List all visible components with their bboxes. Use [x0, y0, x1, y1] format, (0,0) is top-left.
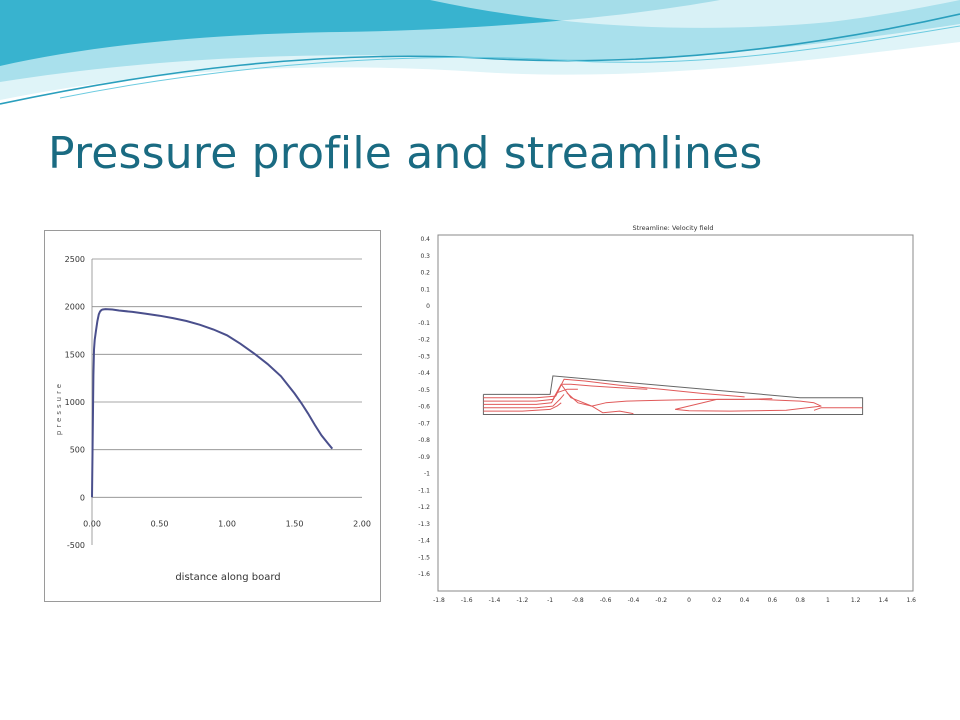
- wave-curve-line: [0, 13, 960, 105]
- y-tick-label: -0.5: [418, 387, 430, 394]
- wave-curve-line-2: [59, 25, 960, 99]
- slide-title: Pressure profile and streamlines: [48, 128, 763, 179]
- x-tick-label: 0.2: [712, 597, 722, 604]
- x-tick-label: -1.2: [516, 597, 528, 604]
- x-tick-label: -1.8: [433, 597, 445, 604]
- y-tick-label: -1: [424, 471, 430, 478]
- x-tick-label: 1.6: [906, 597, 916, 604]
- streamline-1: [483, 378, 745, 399]
- y-tick-label: -1.4: [418, 538, 430, 545]
- x-tick-label: -1.4: [489, 597, 501, 604]
- x-axis-label: distance along board: [175, 572, 280, 583]
- y-tick-label: -0.4: [418, 370, 430, 377]
- x-tick-label: 0: [687, 597, 691, 604]
- y-tick-label: -1.3: [418, 521, 430, 528]
- wave-highlight: [430, 0, 960, 28]
- streamline-9: [813, 407, 863, 411]
- streamline-2: [483, 383, 648, 402]
- x-tick-label: -1.6: [461, 597, 473, 604]
- y-tick-label: 0.1: [420, 286, 430, 293]
- chart-border: [44, 230, 381, 602]
- y-tick-label: 0.4: [420, 236, 430, 243]
- y-tick-label: 500: [70, 446, 85, 455]
- x-tick-label: 0.00: [83, 519, 101, 528]
- streamline-3: [483, 388, 578, 405]
- streamline-8: [674, 398, 822, 412]
- y-tick-label: -0.2: [418, 337, 430, 344]
- x-tick-label: -0.6: [600, 597, 612, 604]
- y-tick-label: -0.8: [418, 437, 430, 444]
- y-tick-label: -500: [67, 541, 85, 550]
- x-tick-label: 0.50: [151, 519, 169, 528]
- x-tick-label: 0.4: [740, 597, 750, 604]
- y-tick-label: -0.7: [418, 420, 430, 427]
- x-tick-label: 0.8: [795, 597, 805, 604]
- plot-frame: [437, 234, 914, 592]
- x-tick-label: -0.2: [655, 597, 667, 604]
- y-tick-label: -1.2: [418, 504, 430, 511]
- chart-title: Streamline: Velocity field: [632, 224, 713, 232]
- pressure-series-line: [91, 308, 334, 498]
- y-tick-label: -0.1: [418, 320, 430, 327]
- y-tick-label: 2000: [65, 303, 85, 312]
- y-tick-label: -0.9: [418, 454, 430, 461]
- y-tick-label: -0.6: [418, 404, 430, 411]
- y-tick-label: 0: [80, 493, 85, 502]
- streamline-5: [483, 402, 562, 412]
- y-tick-label: -1.1: [418, 487, 430, 494]
- x-tick-label: 1: [826, 597, 830, 604]
- streamline-4: [483, 394, 565, 409]
- chart-background: [392, 184, 936, 624]
- x-tick-label: 1.00: [218, 519, 236, 528]
- board-boundary: [482, 375, 864, 415]
- streamline-chart: Streamline: Velocity field 0.4 0.3 0.2 0.1 0…: [392, 184, 936, 624]
- y-tick-label: 1000: [65, 398, 85, 407]
- y-tick-label: 2500: [65, 255, 85, 264]
- y-tick-label: 1500: [65, 350, 85, 359]
- x-tick-label: -1: [547, 597, 553, 604]
- x-tick-label: 1.2: [851, 597, 861, 604]
- slide-header-wave: [0, 0, 960, 105]
- y-tick-label: 0.3: [420, 253, 430, 260]
- x-tick-label: 0.6: [768, 597, 778, 604]
- x-tick-label: 1.4: [879, 597, 889, 604]
- y-tick-label: -1.6: [418, 571, 430, 578]
- pressure-chart: 2500 2000 1500 1000 500 0 -500 0.00 0.50 1.00 1.5…: [44, 230, 381, 602]
- y-tick-label: 0.2: [420, 270, 430, 277]
- x-tick-label: -0.8: [572, 597, 584, 604]
- y-tick-label: -1.5: [418, 554, 430, 561]
- y-axis-label: pressure: [55, 381, 63, 435]
- x-tick-label: 2.00: [353, 519, 371, 528]
- x-tick-label: 1.50: [286, 519, 304, 528]
- y-tick-label: 0: [426, 303, 430, 310]
- x-tick-label: -0.4: [628, 597, 640, 604]
- y-tick-label: -0.3: [418, 353, 430, 360]
